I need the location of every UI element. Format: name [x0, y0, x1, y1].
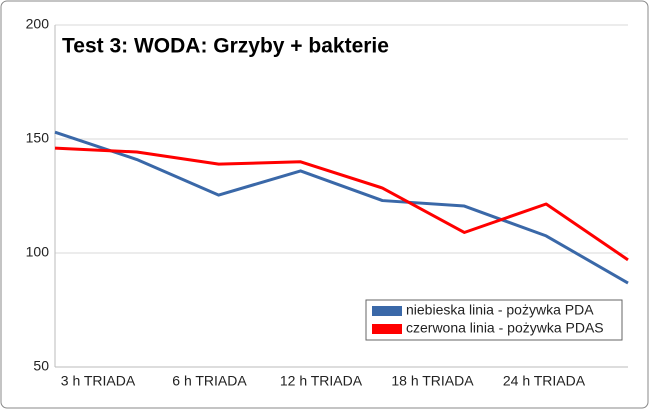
legend-swatch — [372, 324, 402, 334]
y-tick-label: 50 — [33, 358, 49, 374]
x-tick-label: 24 h TRIADA — [503, 373, 586, 389]
y-tick-label: 150 — [26, 130, 50, 146]
x-tick-label: 6 h TRIADA — [172, 373, 247, 389]
y-tick-label: 100 — [26, 244, 50, 260]
series-line — [54, 130, 629, 285]
x-tick-label: 18 h TRIADA — [391, 373, 474, 389]
x-tick-label: 3 h TRIADA — [61, 373, 136, 389]
legend-label: niebieska linia - pożywka PDA — [406, 302, 594, 318]
x-tick-label: 12 h TRIADA — [280, 373, 363, 389]
legend-swatch — [372, 306, 402, 316]
chart-title: Test 3: WODA: Grzyby + bakterie — [62, 35, 389, 58]
legend-label: czerwona linia - pożywka PDAS — [406, 320, 604, 336]
series-line — [54, 146, 629, 262]
legend: niebieska linia - pożywka PDA czerwona li… — [365, 299, 623, 341]
y-tick-label: 200 — [26, 16, 50, 32]
legend-box — [365, 299, 623, 341]
